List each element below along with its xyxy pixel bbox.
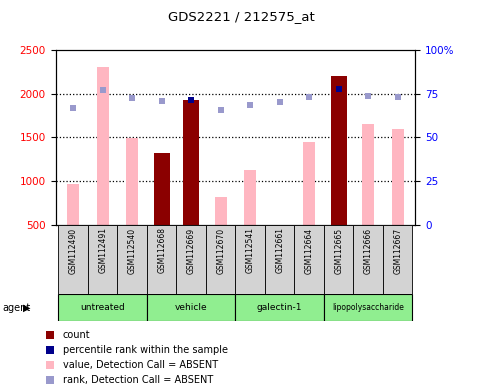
Bar (176, 225, 206, 294)
Text: value, Detection Call = ABSENT: value, Detection Call = ABSENT (63, 360, 218, 370)
Text: GSM112669: GSM112669 (187, 227, 196, 273)
Bar (58, 294, 147, 321)
Bar (236, 225, 265, 294)
Text: GSM112666: GSM112666 (364, 227, 373, 273)
Bar (147, 294, 236, 321)
Text: GSM112668: GSM112668 (157, 227, 166, 273)
Text: GSM112491: GSM112491 (98, 227, 107, 273)
Bar (215, 197, 227, 225)
Bar (127, 138, 138, 225)
Bar (244, 170, 256, 225)
Bar (58, 225, 88, 294)
Text: GSM112670: GSM112670 (216, 227, 225, 273)
Text: GSM112661: GSM112661 (275, 227, 284, 273)
Bar (303, 142, 315, 225)
Text: GSM112540: GSM112540 (128, 227, 137, 273)
Text: GDS2221 / 212575_at: GDS2221 / 212575_at (168, 10, 315, 23)
Bar (67, 184, 79, 225)
Text: rank, Detection Call = ABSENT: rank, Detection Call = ABSENT (63, 375, 213, 384)
Text: GSM112667: GSM112667 (393, 227, 402, 273)
Bar (392, 129, 404, 225)
Bar (88, 225, 117, 294)
Text: percentile rank within the sample: percentile rank within the sample (63, 345, 227, 355)
Bar (147, 225, 176, 294)
Text: GSM112665: GSM112665 (334, 227, 343, 273)
Bar (362, 124, 374, 225)
Bar (236, 294, 324, 321)
Bar (330, 76, 347, 225)
Text: GSM112541: GSM112541 (246, 227, 255, 273)
Text: ▶: ▶ (23, 303, 31, 313)
Text: count: count (63, 330, 90, 340)
Bar (183, 100, 199, 225)
Text: GSM112490: GSM112490 (69, 227, 78, 273)
Text: lipopolysaccharide: lipopolysaccharide (332, 303, 404, 312)
Text: GSM112664: GSM112664 (305, 227, 313, 273)
Bar (117, 225, 147, 294)
Text: agent: agent (2, 303, 30, 313)
Bar (154, 152, 170, 225)
Bar (295, 225, 324, 294)
Bar (324, 225, 354, 294)
Text: vehicle: vehicle (175, 303, 208, 312)
Bar (383, 225, 412, 294)
Bar (324, 294, 412, 321)
Text: untreated: untreated (80, 303, 125, 312)
Bar (97, 66, 109, 225)
Bar (354, 225, 383, 294)
Bar (265, 225, 295, 294)
Text: galectin-1: galectin-1 (257, 303, 302, 312)
Bar (206, 225, 236, 294)
